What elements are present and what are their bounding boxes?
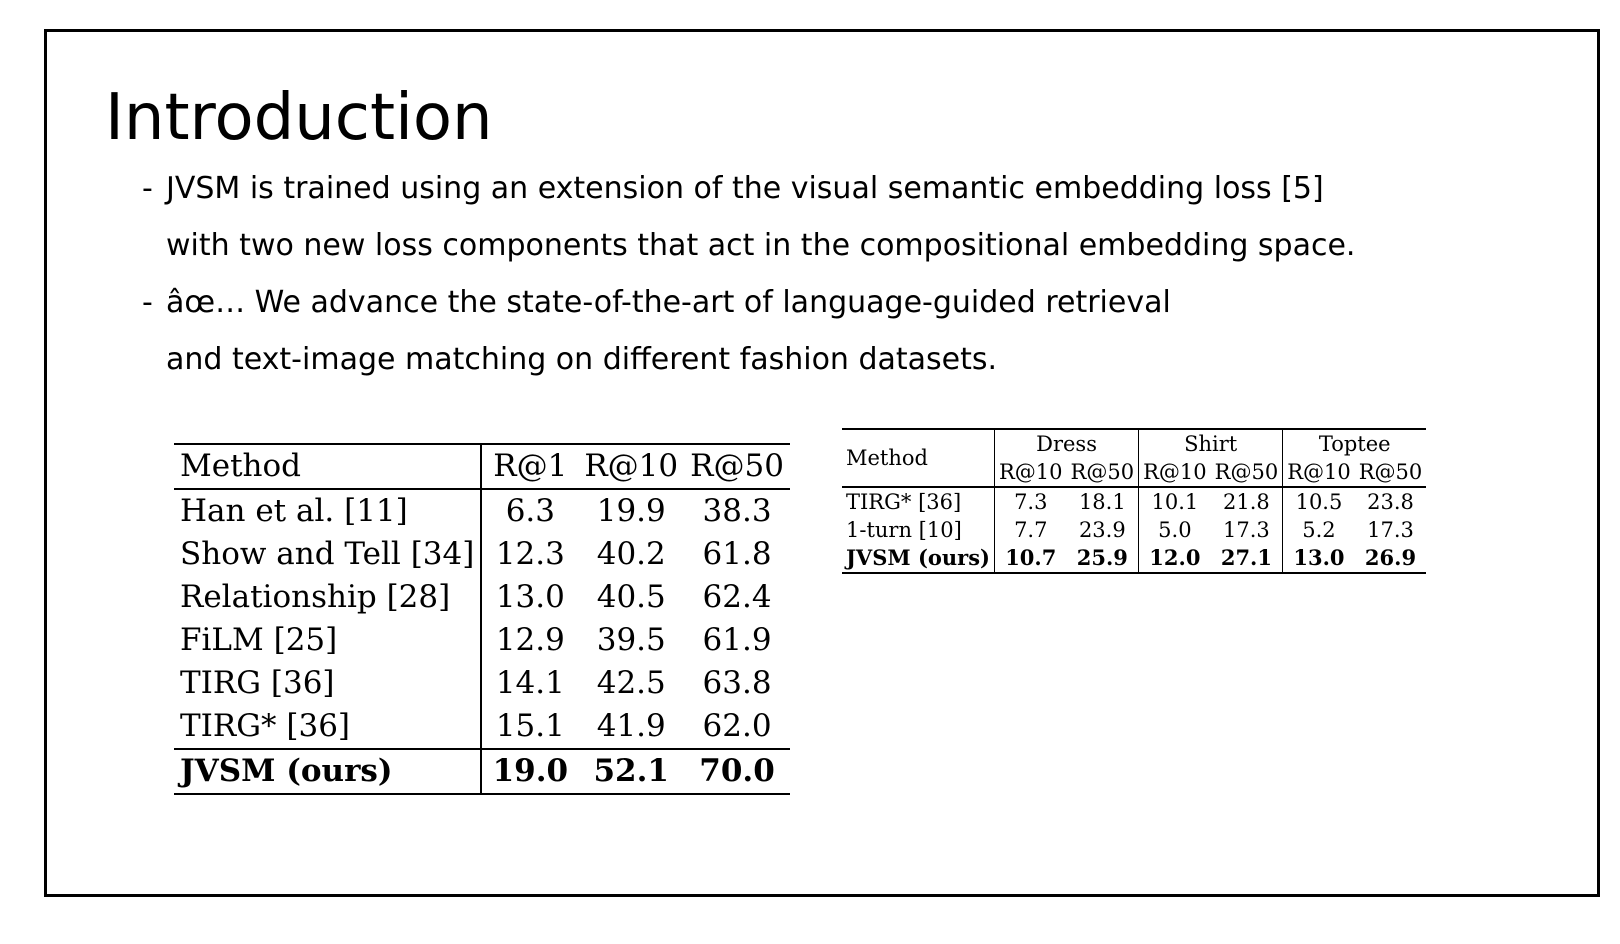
bullet-text: with two new loss components that act in… [166,228,1356,263]
cell-method: Han et al. [11] [174,489,483,533]
table-subheader-row: R@10 R@50 R@10 R@50 R@10 R@50 [842,458,1427,488]
cell-value: 62.4 [702,579,772,615]
cell-value: 40.2 [596,536,666,572]
bullet-list: - JVSM is trained using an extension of t… [142,160,1355,388]
cell-method: TIRG* [36] [842,487,995,516]
slide-frame: Introduction - JVSM is trained using an e… [44,29,1600,897]
table-header-row: Method R@1 R@10 R@50 [174,443,790,490]
slide-title: Introduction [105,81,493,155]
cell-value: 38.3 [702,493,772,529]
cell-value: 7.7 [1014,518,1048,542]
cell-value: 10.5 [1295,490,1343,514]
table-row: TIRG [36] 14.1 42.5 63.8 [174,662,790,705]
cell-value: 63.8 [702,665,772,701]
header-r10: R@10 [578,443,685,490]
cell-value: 12.9 [495,622,565,658]
cell-value: 13.0 [495,579,565,615]
header-metric: R@50 [1066,458,1140,488]
cell-value: 6.3 [505,493,555,529]
bullet-dash: - [142,171,153,206]
header-method: Method [842,428,995,488]
cell-method: TIRG [36] [174,662,483,705]
header-method: Method [174,443,483,490]
cell-value: 40.5 [596,579,666,615]
cell-method: Relationship [28] [174,576,483,619]
header-metric: R@10 [1282,458,1355,488]
bullet-text: and text-image matching on different fas… [166,342,998,377]
cell-value: 10.7 [994,544,1067,574]
bullet-text: âœ… We advance the state-of-the-art of l… [166,285,1171,320]
header-group-dress: Dress [994,428,1140,458]
cell-value: 17.3 [1210,516,1284,544]
table-row: FiLM [25] 12.9 39.5 61.9 [174,619,790,662]
cell-value: 61.9 [702,622,772,658]
results-table-left: Method R@1 R@10 R@50 Han et al. [11] 6.3… [174,443,790,795]
cell-value: 52.1 [578,748,685,795]
bullet-line: - JVSM is trained using an extension of t… [142,160,1355,217]
cell-method: Show and Tell [34] [174,533,483,576]
header-r1: R@1 [481,443,579,490]
cell-method: JVSM (ours) [174,748,483,795]
cell-value: 41.9 [596,708,666,744]
cell-method: TIRG* [36] [174,705,483,749]
cell-value: 14.1 [495,665,565,701]
cell-value: 61.8 [702,536,772,572]
header-group-toptee: Toptee [1282,428,1427,458]
cell-value: 26.9 [1354,544,1427,574]
cell-value: 62.0 [702,708,772,744]
header-r50: R@50 [684,443,790,490]
results-table-right: Method Dress Shirt Toptee R@10 R@50 R@10… [842,428,1427,574]
cell-value: 10.1 [1151,490,1199,514]
cell-value: 12.0 [1138,544,1211,574]
cell-value: 23.9 [1066,516,1140,544]
cell-value: 42.5 [596,665,666,701]
cell-value: 19.9 [596,493,666,529]
table-row: TIRG* [36] 15.1 41.9 62.0 [174,705,790,749]
cell-value: 15.1 [495,708,565,744]
cell-value: 23.8 [1367,490,1414,514]
cell-value: 25.9 [1066,544,1140,574]
bullet-dash: - [142,285,153,320]
header-metric: R@50 [1210,458,1284,488]
table-row-ours: JVSM (ours) 19.0 52.1 70.0 [174,748,790,795]
cell-value: 21.8 [1210,487,1284,516]
cell-value: 39.5 [596,622,666,658]
cell-value: 70.0 [684,748,790,795]
cell-value: 12.3 [495,536,565,572]
table-group-header-row: Method Dress Shirt Toptee [842,428,1427,488]
table-row: Relationship [28] 13.0 40.5 62.4 [174,576,790,619]
table-row: Show and Tell [34] 12.3 40.2 61.8 [174,533,790,576]
bullet-line-continuation: with two new loss components that act in… [142,217,1355,274]
bullet-line-continuation: and text-image matching on different fas… [142,331,1355,388]
cell-value: 27.1 [1210,544,1284,574]
bullet-line: - âœ… We advance the state-of-the-art of … [142,274,1355,331]
cell-value: 7.3 [1014,490,1048,514]
cell-value: 17.3 [1367,518,1414,542]
header-metric: R@10 [994,458,1067,488]
cell-value: 5.0 [1158,518,1192,542]
table-row: 1-turn [10] 7.7 23.9 5.0 17.3 5.2 17.3 [842,516,1426,544]
table-row-ours: JVSM (ours) 10.7 25.9 12.0 27.1 13.0 26.… [842,544,1427,574]
bullet-text: JVSM is trained using an extension of th… [166,171,1324,206]
cell-value: 19.0 [481,748,579,795]
cell-method: FiLM [25] [174,619,483,662]
cell-value: 5.2 [1302,518,1336,542]
cell-value: 13.0 [1282,544,1355,574]
header-metric: R@50 [1354,458,1427,488]
cell-method: JVSM (ours) [842,544,995,574]
table-row: Han et al. [11] 6.3 19.9 38.3 [174,489,790,533]
header-metric: R@10 [1138,458,1211,488]
table-row: TIRG* [36] 7.3 18.1 10.1 21.8 10.5 23.8 [842,487,1426,516]
header-group-shirt: Shirt [1138,428,1284,458]
cell-method: 1-turn [10] [842,516,995,544]
cell-value: 18.1 [1066,487,1140,516]
